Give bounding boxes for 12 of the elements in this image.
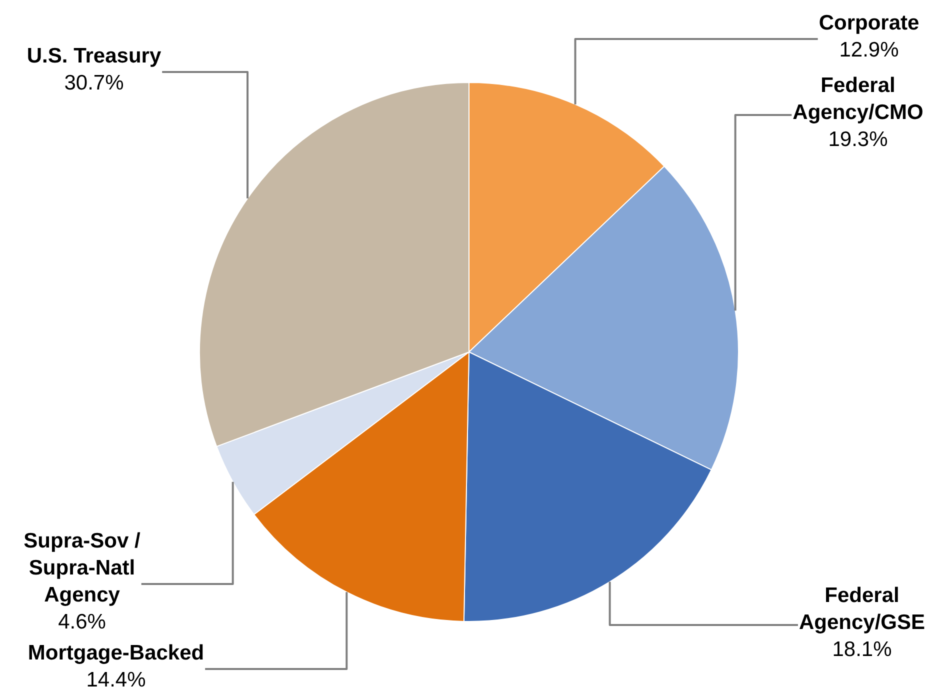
slice-label: U.S. Treasury xyxy=(26,44,162,68)
data-label: 14.4% xyxy=(86,668,146,692)
data-label: 18.1% xyxy=(832,638,892,661)
slice-label: Supra-Sov / Supra-Natl Agency xyxy=(24,529,141,606)
data-label: 12.9% xyxy=(839,38,899,62)
slice-label: Federal Agency/CMO xyxy=(792,74,924,124)
slice-label: Mortgage-Backed xyxy=(28,641,204,664)
data-label: 4.6% xyxy=(58,610,106,634)
data-label: 19.3% xyxy=(828,128,888,151)
slice-label: Federal Agency/GSE xyxy=(798,584,926,634)
slice-label: Corporate xyxy=(818,11,920,34)
data-label: 30.7% xyxy=(64,71,124,94)
